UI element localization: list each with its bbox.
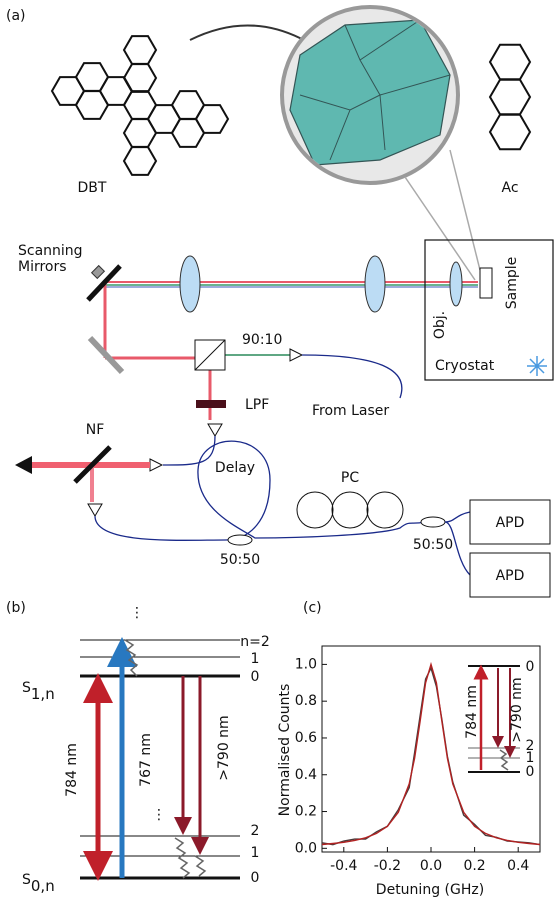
ring bbox=[124, 36, 156, 64]
label: Sample bbox=[504, 257, 520, 310]
panel-label: (b) bbox=[6, 600, 26, 616]
wavelength-label: >790 nm bbox=[216, 715, 232, 780]
label: LPF bbox=[245, 397, 269, 413]
state-symbol: S bbox=[22, 680, 31, 696]
dots: ⋮ bbox=[130, 605, 144, 621]
inset-label: 0 bbox=[526, 659, 535, 675]
level-label: 1 bbox=[251, 651, 260, 667]
label: PC bbox=[341, 470, 359, 486]
fiber-coupler bbox=[88, 504, 102, 516]
lens bbox=[180, 256, 200, 312]
ring bbox=[124, 64, 156, 92]
fiber-coupler bbox=[150, 459, 162, 471]
wavelength-label: 784 nm bbox=[64, 743, 80, 797]
fiber bbox=[302, 355, 402, 398]
label: 50:50 bbox=[220, 552, 260, 568]
level-label: 0 bbox=[251, 669, 260, 685]
y-tick-label: 1.0 bbox=[295, 656, 317, 672]
filter bbox=[196, 400, 226, 408]
x-tick-label: -0.4 bbox=[330, 858, 357, 874]
x-tick-label: 0.4 bbox=[507, 858, 529, 874]
wavelength-label: 767 nm bbox=[138, 733, 154, 787]
level-label: 0 bbox=[251, 870, 260, 886]
ring bbox=[124, 147, 156, 175]
level-label: 1 bbox=[251, 845, 260, 861]
relaxation bbox=[195, 856, 205, 876]
state-label: S0,n bbox=[22, 872, 55, 895]
label: 90:10 bbox=[242, 332, 282, 348]
label: Scanning bbox=[18, 243, 83, 259]
y-tick-label: 0.8 bbox=[295, 693, 317, 709]
panel-label: (c) bbox=[303, 600, 322, 616]
fiber-coupler bbox=[290, 349, 302, 361]
label: Obj. bbox=[432, 311, 448, 339]
polarization-controller bbox=[367, 492, 403, 528]
panel-label: (a) bbox=[6, 8, 26, 24]
state-label: S1,n bbox=[22, 680, 55, 703]
state-symbol: S bbox=[22, 872, 31, 888]
x-tick-label: 0.2 bbox=[463, 858, 485, 874]
y-axis-label: Normalised Counts bbox=[277, 684, 293, 817]
fiber-splitter bbox=[421, 517, 445, 527]
zoom-line bbox=[405, 177, 475, 280]
relaxation bbox=[175, 838, 189, 878]
ring bbox=[52, 77, 84, 105]
snowflake bbox=[527, 356, 547, 376]
molecule-label: DBT bbox=[78, 180, 107, 196]
relaxation bbox=[125, 640, 137, 676]
x-tick-label: 0.0 bbox=[420, 858, 442, 874]
inset-label: 0 bbox=[526, 764, 535, 780]
inset-label: 784 nm bbox=[464, 685, 480, 739]
label: NF bbox=[86, 422, 105, 438]
objective bbox=[450, 262, 462, 306]
x-axis-label: Detuning (GHz) bbox=[376, 882, 484, 898]
dots: ⋮ bbox=[152, 807, 166, 823]
ring bbox=[490, 115, 530, 150]
fiber-coupler bbox=[208, 424, 222, 436]
state-subscript: 1,n bbox=[31, 685, 55, 703]
polarization-controller bbox=[297, 492, 333, 528]
label: From Laser bbox=[312, 403, 389, 419]
y-tick-label: 0.2 bbox=[295, 804, 317, 820]
molecule-label: Ac bbox=[501, 180, 518, 196]
figure: (a) DBT Ac Scanning Mirrors Sample Obj. … bbox=[0, 0, 557, 902]
ring bbox=[490, 45, 530, 80]
fiber-splitter bbox=[228, 535, 252, 545]
label: Mirrors bbox=[18, 259, 67, 275]
polarization-controller bbox=[332, 492, 368, 528]
zoom-line bbox=[450, 150, 480, 270]
x-tick-label: -0.2 bbox=[374, 858, 401, 874]
ring bbox=[490, 80, 530, 115]
inset-label: >790 nm bbox=[509, 677, 525, 742]
lens bbox=[365, 256, 385, 312]
y-tick-label: 0.6 bbox=[295, 730, 317, 746]
label: Delay bbox=[215, 460, 255, 476]
y-tick-label: 0.4 bbox=[295, 767, 317, 783]
state-subscript: 0,n bbox=[31, 877, 55, 895]
label: 50:50 bbox=[413, 537, 453, 553]
label: APD bbox=[496, 515, 525, 531]
label: Cryostat bbox=[435, 358, 495, 374]
label: APD bbox=[496, 568, 525, 584]
level-label: n=2 bbox=[240, 634, 270, 650]
mirror-mount bbox=[92, 266, 105, 279]
y-tick-label: 0.0 bbox=[295, 840, 317, 856]
beam-dump bbox=[15, 456, 32, 474]
sample bbox=[480, 268, 492, 298]
ring bbox=[196, 105, 228, 133]
level-label: 2 bbox=[251, 823, 260, 839]
